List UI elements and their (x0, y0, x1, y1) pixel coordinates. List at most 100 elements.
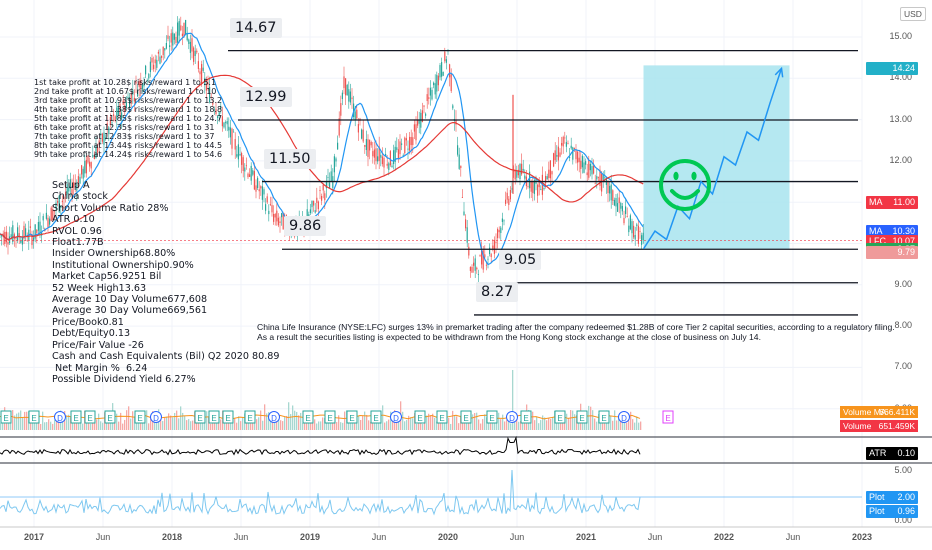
earnings-marker[interactable] (244, 410, 256, 424)
candle-body (20, 240, 22, 243)
earnings-marker[interactable] (208, 410, 220, 424)
earnings-marker[interactable] (104, 410, 116, 424)
stat-line: Float1.77B (52, 237, 104, 249)
candle-body (468, 246, 470, 256)
volume-bar (588, 405, 590, 430)
volume-bar (282, 421, 284, 430)
price-badge: 9.79 (866, 246, 918, 260)
volume-bar (238, 416, 240, 430)
candle-body (66, 183, 68, 195)
candle-body (364, 144, 366, 147)
volume-bar (480, 423, 482, 430)
candle-body (466, 227, 468, 243)
volume-bar (452, 410, 454, 430)
candle-body (49, 218, 51, 225)
candle-body (154, 59, 156, 64)
volume-bar (412, 418, 414, 430)
volume-bar (596, 421, 598, 430)
earnings-marker[interactable] (554, 410, 566, 424)
stat-line: Short Volume Ratio 28% (52, 202, 169, 214)
candle-body (639, 231, 641, 232)
earnings-marker[interactable] (346, 410, 358, 424)
candle-body (346, 84, 348, 96)
earnings-marker[interactable] (598, 410, 610, 424)
earnings-marker[interactable] (302, 410, 314, 424)
candle-body (537, 184, 539, 196)
candle-body (505, 199, 507, 204)
earnings-marker[interactable] (0, 410, 12, 424)
volume-bar (128, 406, 130, 430)
earnings-marker[interactable] (414, 410, 426, 424)
candle-body (415, 124, 417, 141)
candle-body (410, 137, 412, 145)
earnings-marker[interactable] (28, 410, 40, 424)
candle-body (445, 59, 447, 63)
candle-body (362, 129, 364, 142)
earnings-marker[interactable] (486, 410, 498, 424)
candle-body (553, 153, 555, 167)
earnings-marker[interactable] (324, 410, 336, 424)
volume-bar (322, 417, 324, 430)
candle-body (348, 89, 350, 102)
volume-bar (48, 419, 50, 430)
candle-body (77, 176, 79, 187)
candle-body (25, 228, 27, 237)
volume-bar (284, 416, 286, 430)
earnings-marker[interactable] (84, 410, 96, 424)
take-profit-note: 9th take profit at 14.24$ risks/reward 1… (34, 150, 223, 159)
candle-body (498, 230, 500, 233)
candle-body (274, 213, 276, 218)
dividend-marker[interactable] (150, 411, 162, 423)
volume-bar (42, 411, 44, 430)
candle-body (90, 162, 92, 169)
candle-body (167, 35, 169, 39)
candle-body (562, 136, 564, 147)
candle-body (108, 127, 110, 134)
volume-bar (390, 411, 392, 430)
candle-body (418, 119, 420, 124)
volume-bar (168, 413, 170, 430)
currency-button[interactable]: USD (900, 7, 926, 21)
dividend-marker[interactable] (506, 411, 518, 423)
earnings-marker[interactable] (134, 410, 146, 424)
candle-body (455, 119, 457, 125)
volume-bar (102, 422, 104, 430)
price-badge: 14.24 (866, 62, 918, 76)
time-tick: 2023 (851, 532, 873, 542)
candle-body (65, 192, 67, 196)
dividend-marker[interactable] (618, 411, 630, 423)
candle-body (353, 103, 355, 118)
volume-bar (574, 414, 576, 430)
time-tick: 2020 (437, 532, 459, 542)
volume-bar (252, 417, 254, 430)
earnings-marker[interactable] (436, 410, 448, 424)
earnings-marker[interactable] (520, 410, 532, 424)
earnings-marker[interactable] (576, 410, 588, 424)
candle-body (573, 147, 575, 149)
earnings-marker[interactable] (70, 410, 82, 424)
volume-bar (338, 415, 340, 430)
candle-body (471, 266, 473, 273)
volume-bar (340, 422, 342, 430)
volume-bar (636, 416, 638, 430)
event-marker-label: D (57, 414, 63, 423)
earnings-marker[interactable] (370, 410, 382, 424)
volume-bar (600, 417, 602, 430)
candle-body (58, 195, 60, 213)
candle-body (535, 177, 537, 184)
dividend-marker[interactable] (390, 411, 402, 423)
candle-body (279, 221, 281, 224)
candle-body (137, 90, 139, 97)
dividend-marker[interactable] (268, 411, 280, 423)
earnings-marker[interactable] (460, 410, 472, 424)
volume-bar (236, 422, 238, 430)
candle-body (588, 159, 590, 178)
earnings-marker[interactable] (194, 410, 206, 424)
earnings-marker[interactable] (222, 410, 234, 424)
candle-body (391, 165, 393, 168)
earnings-marker[interactable] (662, 410, 674, 424)
dividend-marker[interactable] (54, 411, 66, 423)
candle-body (57, 201, 59, 203)
projection-arrowhead (774, 66, 784, 78)
